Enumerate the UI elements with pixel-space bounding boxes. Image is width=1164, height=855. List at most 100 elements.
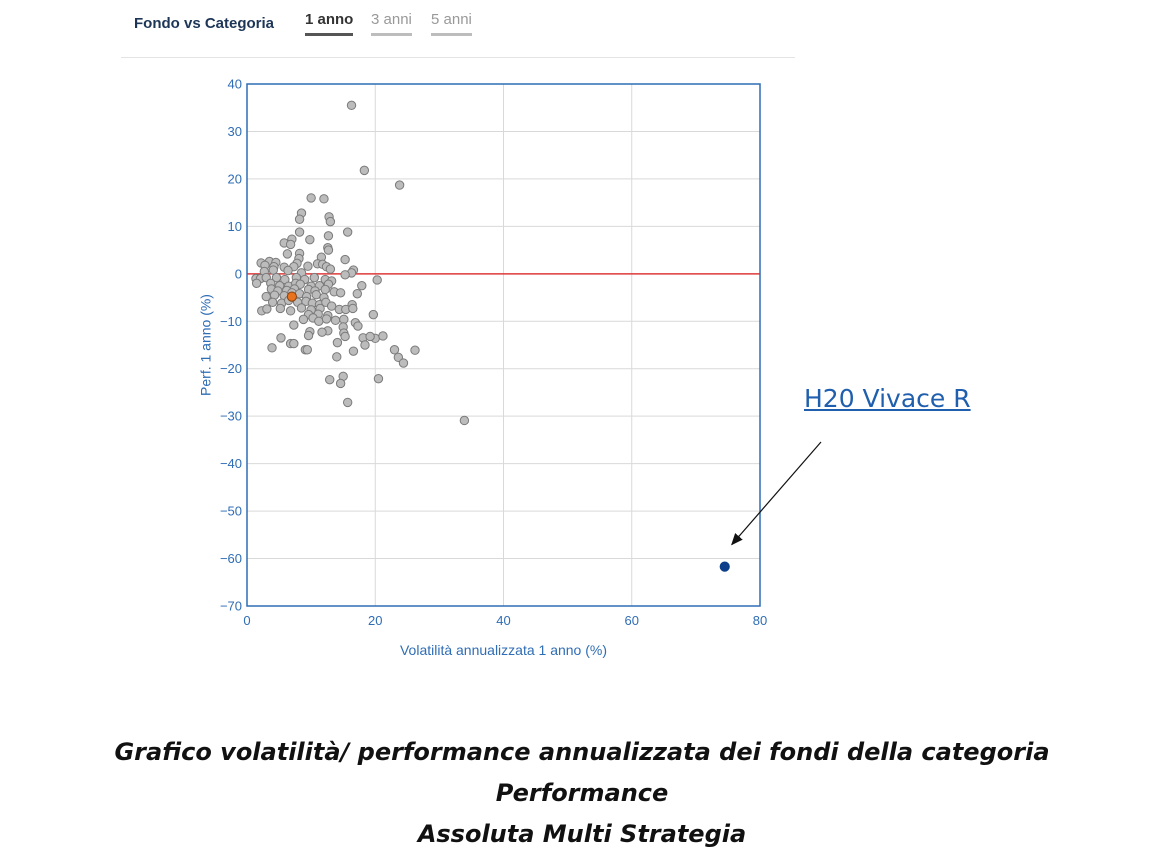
category-point — [303, 261, 313, 271]
category-point — [410, 345, 420, 355]
highlighted-fund-point — [719, 561, 730, 572]
category-point — [276, 333, 286, 343]
scatter-chart-svg: 0 20 40 60 80 −70 −60 −50 −40 −30 −20 −10 0 10 20 30 40… — [198, 77, 822, 658]
category-point — [282, 249, 293, 259]
fund-point — [286, 291, 297, 302]
category-point — [346, 100, 357, 111]
y-tick-labels: −70 −60 −50 −40 −30 −20 −10 0 10 20 30 40 — [220, 77, 242, 614]
category-point — [305, 234, 315, 245]
category-point — [298, 314, 309, 325]
category-point — [306, 193, 316, 203]
category-point — [373, 373, 384, 384]
category-point — [317, 327, 327, 337]
category-point — [303, 330, 314, 341]
category-point — [352, 289, 362, 299]
x-tick-label: 0 — [243, 613, 250, 628]
x-tick-label: 40 — [496, 613, 510, 628]
category-point — [311, 289, 321, 300]
category-point — [394, 180, 405, 190]
tab-5-anni[interactable]: 5 anni — [431, 11, 472, 36]
category-point — [325, 374, 335, 385]
category-point — [357, 280, 367, 291]
grid-lines — [247, 84, 760, 606]
chart-section-title: Fondo vs Categoria — [134, 15, 275, 32]
y-tick-label: −20 — [220, 361, 242, 376]
category-point — [294, 227, 305, 237]
x-tick-label: 60 — [625, 613, 639, 628]
category-point — [335, 378, 346, 389]
y-tick-label: 0 — [235, 266, 242, 281]
category-point — [325, 264, 336, 274]
category-point — [342, 397, 353, 408]
category-point — [285, 239, 296, 250]
y-tick-label: 30 — [228, 124, 242, 139]
category-point — [378, 331, 388, 341]
category-point — [302, 345, 312, 355]
category-point — [335, 288, 346, 298]
y-tick-label: 10 — [228, 219, 242, 234]
category-point — [340, 331, 350, 342]
category-point — [283, 265, 293, 276]
category-point — [332, 352, 342, 362]
category-point — [323, 231, 334, 241]
x-tick-labels: 0 20 40 60 80 — [243, 613, 767, 628]
plot-frame — [246, 83, 761, 607]
category-point — [323, 245, 334, 255]
category-point — [389, 345, 400, 355]
y-tick-label: −30 — [220, 409, 242, 424]
caption-line-2: Assoluta Multi Strategia — [417, 820, 747, 848]
figure-caption: Grafico volatilità/ performance annualiz… — [40, 732, 1124, 855]
category-point — [360, 340, 370, 350]
category-point — [296, 303, 307, 313]
category-point — [459, 415, 470, 426]
y-tick-label: −40 — [220, 456, 242, 471]
y-tick-label: −10 — [220, 314, 242, 329]
category-point — [289, 338, 299, 349]
category-point — [289, 320, 299, 330]
category-point — [321, 314, 332, 324]
tab-3-anni[interactable]: 3 anni — [371, 11, 412, 36]
y-tick-label: 40 — [228, 77, 242, 92]
category-point — [326, 301, 337, 311]
category-point — [320, 284, 330, 295]
category-point — [365, 331, 375, 342]
scatter-chart: 0 20 40 60 80 −70 −60 −50 −40 −30 −20 −10 0 10 20 30 40… — [198, 77, 822, 658]
x-axis-label: Volatilità annualizzata 1 anno (%) — [400, 642, 607, 658]
category-point — [285, 306, 296, 316]
category-point — [342, 227, 353, 237]
category-point — [294, 214, 305, 224]
category-point — [314, 316, 324, 326]
category-point — [262, 304, 272, 314]
category-point — [398, 358, 409, 368]
y-tick-label: −50 — [220, 504, 242, 519]
header-divider — [121, 57, 795, 58]
category-point — [368, 309, 379, 320]
category-point — [393, 352, 404, 363]
y-tick-label: 20 — [228, 171, 242, 186]
category-point — [348, 346, 359, 356]
y-tick-label: −60 — [220, 551, 242, 566]
x-tick-label: 20 — [368, 613, 382, 628]
category-point — [359, 165, 370, 176]
category-point — [332, 337, 343, 348]
x-tick-label: 80 — [753, 613, 767, 628]
category-point — [325, 216, 336, 227]
category-point — [267, 343, 277, 353]
category-point — [372, 275, 382, 285]
fund-name-link[interactable]: H20 Vivace R — [804, 384, 971, 413]
y-axis-label: Perf. 1 anno (%) — [198, 294, 214, 396]
category-point — [330, 315, 341, 326]
tab-1-anno[interactable]: 1 anno — [305, 11, 354, 36]
y-tick-label: −70 — [220, 599, 242, 614]
category-point — [275, 303, 286, 314]
category-point — [319, 194, 329, 204]
category-point — [340, 270, 350, 280]
category-point — [353, 321, 363, 331]
scatter-points — [251, 100, 730, 572]
category-point — [251, 278, 262, 289]
category-point — [340, 254, 350, 265]
category-point — [309, 272, 320, 283]
annotation-arrow — [731, 441, 822, 546]
category-point — [267, 297, 278, 307]
caption-line-1: Grafico volatilità/ performance annualiz… — [114, 738, 1050, 807]
